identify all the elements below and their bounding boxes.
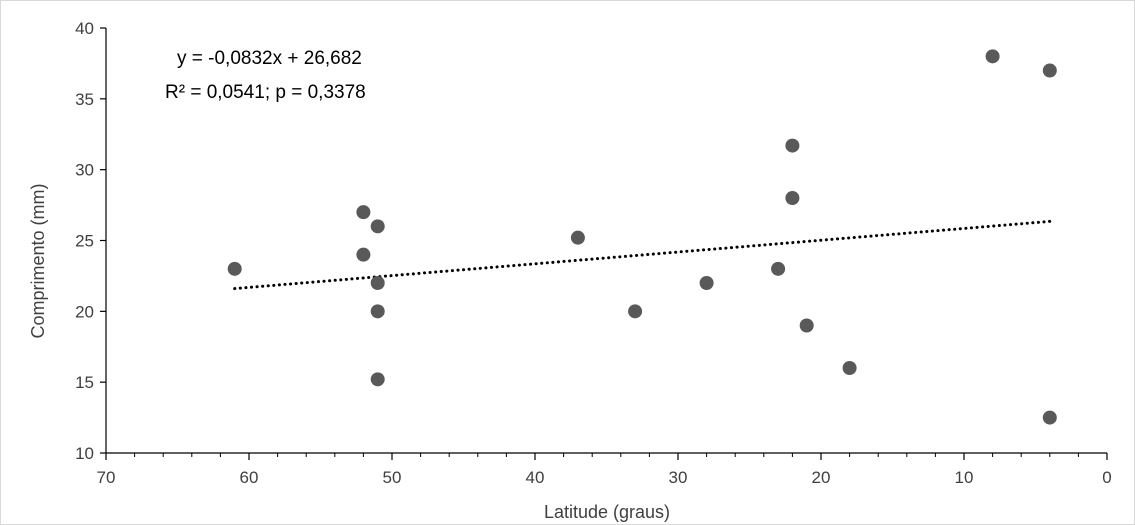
data-points — [227, 49, 1057, 425]
data-point — [842, 361, 857, 375]
data-point — [370, 219, 385, 234]
data-point — [570, 230, 585, 245]
x-axis-title: Latitude (graus) — [544, 502, 670, 522]
data-point — [785, 138, 800, 153]
y-axis-title: Comprimento (mm) — [28, 183, 48, 338]
y-tick-label: 25 — [75, 232, 94, 251]
data-point — [370, 304, 385, 319]
data-point — [985, 49, 1000, 64]
data-point — [771, 261, 786, 276]
y-tick-label: 40 — [75, 19, 94, 38]
data-point — [628, 304, 643, 319]
y-tick-label: 20 — [75, 302, 94, 321]
data-point — [1042, 410, 1057, 425]
x-axis: 70 60 50 40 30 20 10 0 — [97, 452, 1112, 487]
data-point — [356, 205, 371, 220]
data-point — [799, 318, 814, 333]
x-tick-label: 20 — [812, 468, 831, 487]
y-tick-label: 30 — [75, 161, 94, 180]
trendline — [233, 219, 1052, 291]
x-tick-label: 50 — [383, 468, 402, 487]
data-point — [370, 276, 385, 290]
data-point — [370, 372, 385, 387]
x-tick-label: 60 — [240, 468, 259, 487]
r-squared-annotation: R² = 0,0541; p = 0,3378 — [165, 82, 366, 103]
trendline-group — [233, 219, 1052, 291]
equation-annotation: y = -0,0832x + 26,682 — [177, 48, 362, 69]
x-tick-label: 40 — [526, 468, 545, 487]
x-tick-label: 30 — [669, 468, 688, 487]
x-tick-label: 70 — [97, 468, 116, 487]
y-tick-label: 15 — [75, 373, 94, 392]
data-point — [785, 191, 800, 205]
data-point — [1042, 63, 1057, 78]
x-tick-label: 10 — [955, 468, 974, 487]
data-point — [356, 247, 371, 262]
data-point — [227, 261, 242, 276]
y-tick-label: 35 — [75, 90, 94, 109]
y-axis: 10 15 20 25 30 35 40 — [75, 19, 107, 463]
y-tick-label: 10 — [75, 444, 94, 463]
data-point — [699, 276, 714, 290]
x-tick-label: 0 — [1102, 468, 1111, 487]
